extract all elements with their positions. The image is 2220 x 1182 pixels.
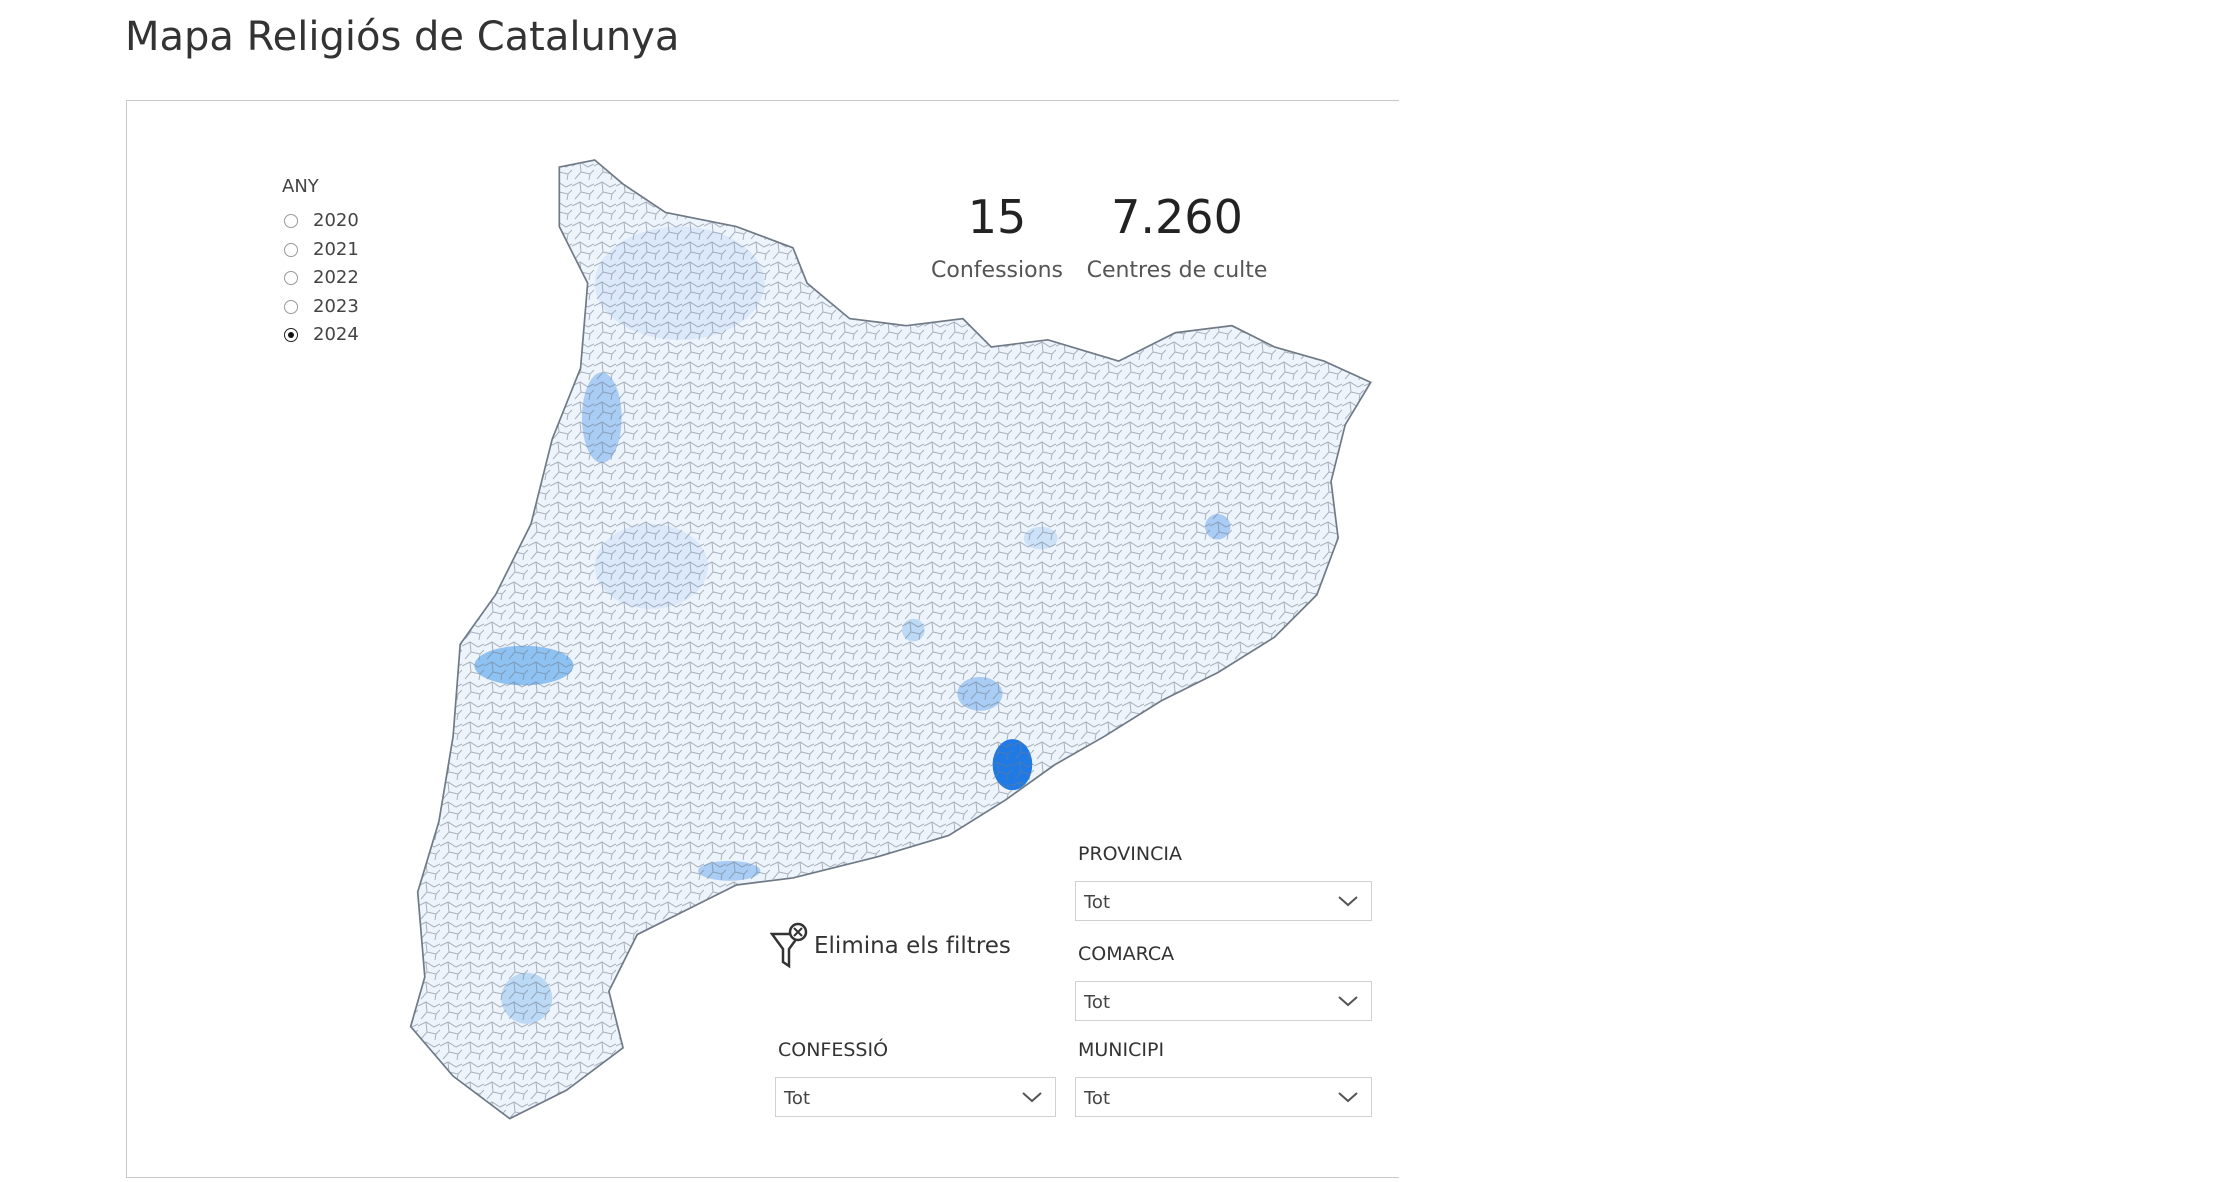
dropdown-value: Tot (1084, 892, 1111, 913)
kpi-label: Centres de culte (1086, 258, 1268, 283)
kpi-value: 7.260 (1111, 190, 1243, 244)
dropdown-label: CONFESSIÓ (778, 1039, 889, 1061)
year-radio[interactable] (284, 328, 298, 342)
dropdown-label: PROVINCIA (1078, 843, 1182, 865)
kpi-value: 15 (967, 190, 1027, 244)
chevron (1338, 896, 1358, 907)
dropdown-label: COMARCA (1078, 943, 1175, 965)
clear-filters-label: Elimina els filtres (814, 933, 1011, 959)
clear-filters-button[interactable]: Elimina els filtres (770, 922, 1011, 970)
chevron (1022, 1092, 1042, 1103)
filter-icon (770, 922, 808, 969)
dropdown[interactable]: Tot (1075, 1077, 1372, 1117)
dropdown-value: Tot (1084, 992, 1111, 1013)
year-filter-label: ANY (282, 176, 319, 197)
report-frame (126, 100, 1399, 1178)
dropdown-value: Tot (1084, 1088, 1111, 1109)
year-option[interactable]: 2024 (313, 324, 359, 345)
dropdown[interactable]: Tot (775, 1077, 1056, 1117)
map-outline (409, 159, 1372, 1120)
dropdown[interactable]: Tot (1075, 881, 1372, 921)
year-radio[interactable] (284, 242, 298, 257)
year-option[interactable]: 2020 (313, 210, 359, 231)
dropdown-label: MUNICIPI (1078, 1039, 1165, 1061)
year-option[interactable]: 2021 (313, 238, 359, 260)
kpi-label: Confessions (931, 258, 1063, 283)
year-option[interactable]: 2023 (313, 295, 359, 317)
chevron (1338, 1092, 1358, 1103)
year-radio[interactable] (284, 271, 298, 285)
year-option[interactable]: 2022 (313, 267, 359, 288)
chevron (1338, 996, 1358, 1007)
year-radio[interactable] (284, 214, 298, 228)
dropdown[interactable]: Tot (1075, 981, 1372, 1021)
year-radio[interactable] (284, 299, 298, 314)
dropdown-value: Tot (784, 1088, 811, 1109)
page-title: Mapa Religiós de Catalunya (125, 14, 680, 60)
